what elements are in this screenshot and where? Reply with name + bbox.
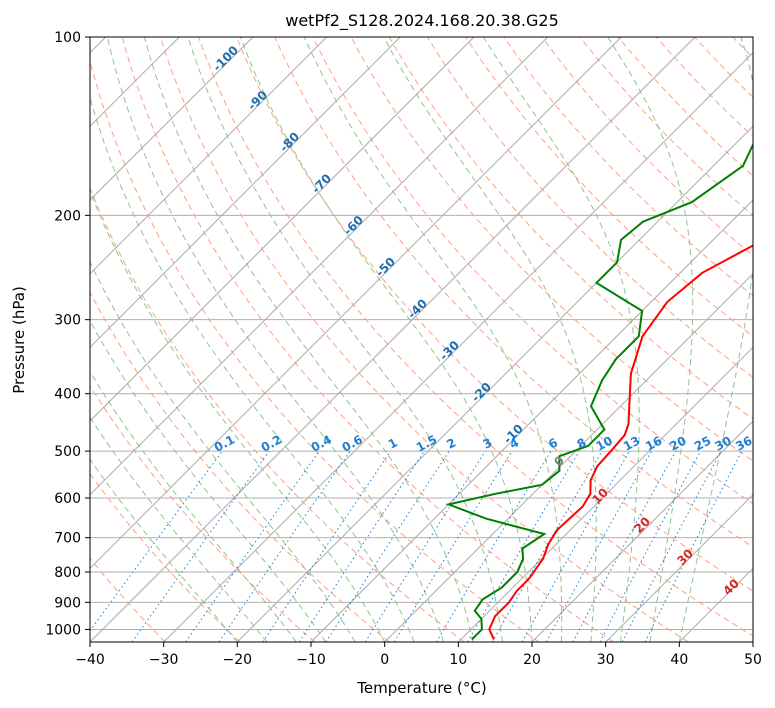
- dry-adiabat: [90, 472, 241, 642]
- moist-adiabat: [482, 37, 640, 642]
- isotherm: [90, 37, 254, 201]
- dry-adiabat: [121, 37, 614, 642]
- moist-adiabat: [383, 37, 597, 642]
- isotherm: [531, 420, 753, 642]
- isotherm: [752, 641, 753, 642]
- dry-adiabat: [236, 37, 753, 592]
- axes: −40 −30 −20 −10 0 10 20 30 40 50 100 200 300 400 500 60…: [45, 30, 762, 668]
- isotherm: [384, 272, 753, 642]
- plot-area: [90, 37, 753, 642]
- y-tick-label: 400: [54, 387, 81, 403]
- x-tick-label: 20: [523, 652, 541, 668]
- y-tick-label: 1000: [45, 622, 81, 638]
- moist-adiabat: [90, 260, 356, 642]
- x-tick-label: −40: [75, 652, 105, 668]
- y-tick-label: 100: [54, 30, 81, 46]
- moist-adiabat: [90, 189, 386, 642]
- moist-adiabat: [106, 37, 445, 642]
- dry-adiabat: [159, 37, 689, 642]
- isotherm: [310, 199, 753, 642]
- y-tick-label: 200: [54, 208, 81, 224]
- mixing-ratio-line: [393, 450, 513, 642]
- isotherm: [90, 37, 622, 570]
- x-tick-label: 0: [380, 652, 389, 668]
- x-tick-label: −10: [296, 652, 326, 668]
- dry-adiabat: [465, 37, 753, 338]
- profile-traces: [445, 142, 753, 641]
- moist-adiabat: [187, 37, 503, 642]
- isotherm: [90, 37, 696, 642]
- isotherm: [90, 37, 328, 275]
- moist-adiabat: [90, 458, 238, 642]
- isotherm: [605, 493, 753, 642]
- y-tick-label: 500: [54, 444, 81, 460]
- mixing-ratio-label: 20: [667, 433, 688, 453]
- dry-adiabat: [350, 37, 753, 462]
- moist-adiabat: [678, 37, 753, 642]
- y-tick-label: 600: [54, 491, 81, 507]
- mixing-ratio-label: 30: [712, 433, 733, 453]
- isotherm: [90, 37, 549, 496]
- isotherm: [163, 51, 753, 642]
- mixing-ratio-line: [599, 450, 701, 642]
- x-tick-label: 30: [597, 652, 615, 668]
- y-tick-label: 800: [54, 565, 81, 581]
- dry-adiabat: [426, 37, 753, 379]
- mixing-ratio-label: 16: [643, 433, 664, 453]
- temperature-trace: [488, 244, 753, 640]
- y-tick-label: 700: [54, 531, 81, 547]
- isotherm: [457, 346, 753, 642]
- moist-adiabat: [90, 96, 415, 642]
- y-tick-label: 900: [54, 595, 81, 611]
- dry-adiabat: [388, 37, 753, 420]
- dry-adiabat: [274, 37, 753, 548]
- mixing-ratio-label: 36: [733, 433, 754, 453]
- mixing-ratio-label: 10: [594, 433, 615, 453]
- isotherm: [236, 125, 753, 642]
- plot-frame: [89, 36, 754, 643]
- x-tick-label: −20: [223, 652, 253, 668]
- y-axis-title: Pressure (hPa): [10, 286, 28, 394]
- mixing-ratio-line: [218, 450, 351, 642]
- isotherm: [90, 37, 475, 422]
- dewpoint-trace: [445, 142, 753, 641]
- mixing-ratio-line: [435, 450, 552, 642]
- moist-adiabat: [90, 370, 297, 642]
- mixing-ratio-label: 13: [621, 433, 642, 453]
- dry-adiabat: [503, 37, 753, 297]
- y-tick-label: 300: [54, 313, 81, 329]
- x-axis-title: Temperature (°C): [356, 679, 486, 697]
- mixing-ratio-line: [298, 450, 425, 642]
- x-tick-label: 40: [670, 652, 688, 668]
- dry-adiabat: [771, 37, 775, 642]
- moist-adiabat: [239, 37, 533, 642]
- moist-adiabat: [303, 37, 563, 642]
- chart-title: wetPf2_S128.2024.168.20.38.G25: [285, 11, 559, 31]
- dry-adiabat: [90, 186, 465, 642]
- mixing-ratio-line: [185, 450, 320, 642]
- x-tick-label: 10: [449, 652, 467, 668]
- mixing-ratio-line: [262, 450, 392, 642]
- mixing-ratio-line: [325, 450, 450, 642]
- x-tick-label: 50: [744, 652, 762, 668]
- mixing-ratio-line: [572, 450, 677, 642]
- dry-adiabat: [90, 291, 390, 642]
- moist-adiabat: [143, 37, 474, 642]
- dry-adiabat: [312, 37, 753, 505]
- mixing-ratio-line: [364, 450, 486, 642]
- x-tick-label: −30: [149, 652, 179, 668]
- moist-adiabat: [90, 319, 327, 642]
- moist-adiabat: [90, 416, 268, 642]
- mixing-ratio-label: 25: [692, 433, 713, 453]
- dry-adiabat: [90, 384, 316, 642]
- isotherm: [90, 37, 401, 349]
